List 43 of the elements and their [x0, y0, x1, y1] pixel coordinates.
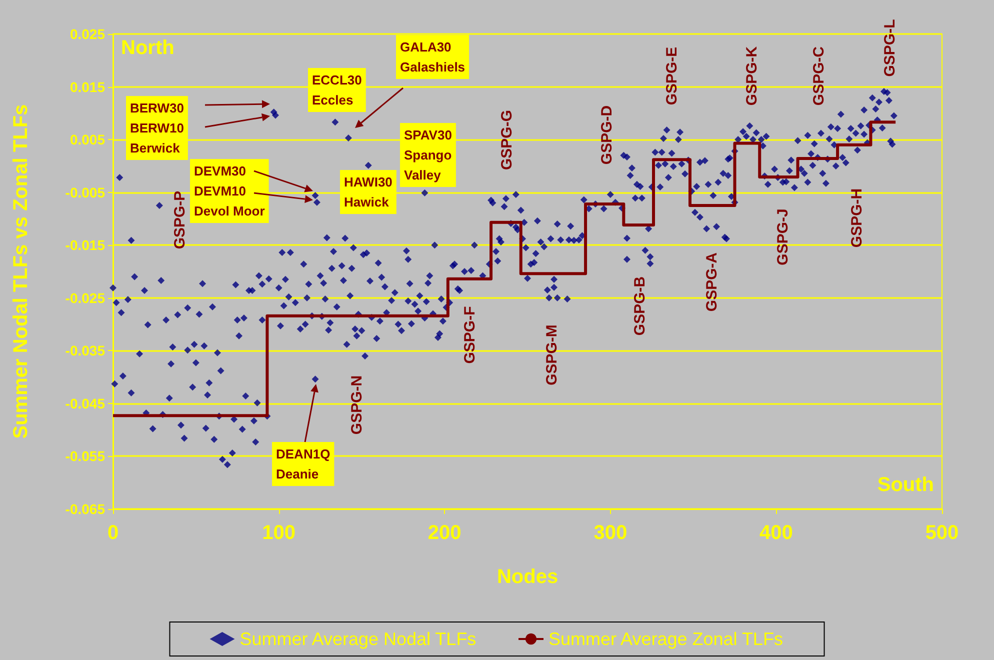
y-tick-label: -0.005 — [65, 184, 106, 200]
x-tick-label: 200 — [428, 522, 462, 544]
x-axis-title: Nodes — [496, 566, 558, 588]
annotation: SPAV30 Spango Valley — [404, 128, 452, 182]
y-tick-label: -0.025 — [65, 290, 106, 306]
legend-label: Summer Average Nodal TLFs — [240, 629, 476, 649]
annotation: North — [121, 37, 174, 59]
annotation: GSPG-G — [498, 110, 516, 170]
annotation: GSPG-N — [348, 375, 366, 435]
y-tick-label: -0.045 — [65, 395, 106, 412]
annotation: HAWI30 Hawick — [344, 174, 392, 210]
annotation: GSPG-L — [882, 19, 898, 77]
y-tick-label: 0.015 — [70, 78, 106, 95]
x-tick-label: 300 — [594, 522, 628, 544]
legend-label: Summer Average Zonal TLFs — [548, 629, 783, 649]
annotation: GSPG-K — [744, 46, 760, 106]
annotation: DEAN1Q Deanie — [276, 446, 330, 482]
x-tick-label: 400 — [760, 522, 793, 544]
x-tick-label: 0 — [107, 522, 119, 544]
y-tick-label: -0.035 — [65, 342, 106, 359]
annotation: GSPG-P — [172, 190, 188, 250]
annotation: GSPG-C — [810, 46, 828, 106]
annotation: GSPG-A — [704, 252, 720, 312]
annotation: GSPG-F — [462, 306, 478, 364]
y-tick-label: -0.055 — [65, 448, 106, 464]
x-tick-label: 500 — [925, 522, 959, 544]
y-tick-label: 0.005 — [70, 132, 106, 148]
annotation: GSPG-D — [598, 105, 616, 165]
annotation: GALA30 Galashiels — [400, 40, 466, 74]
y-tick-label: -0.065 — [65, 501, 106, 517]
annotation: GSPG-J — [774, 208, 792, 266]
annotation: DEVM30 DEVM10 Devol Moor — [194, 164, 265, 218]
annotation: GSPG-E — [664, 46, 680, 106]
annotation: GSPG-M — [544, 324, 560, 386]
annotation: South — [877, 474, 934, 496]
annotation: ECCL30 Eccles — [312, 72, 362, 108]
y-tick-label: -0.015 — [65, 237, 106, 254]
y-axis-title: Summer Nodal TLFs vs Zonal TLFs — [10, 104, 32, 439]
annotation: GSPG-B — [632, 276, 648, 336]
y-tick-label: 0.025 — [70, 26, 106, 42]
x-tick-label: 100 — [262, 522, 296, 544]
annotation: BERW30 BERW10 Berwick — [130, 100, 184, 156]
annotation: GSPG-H — [848, 188, 866, 248]
